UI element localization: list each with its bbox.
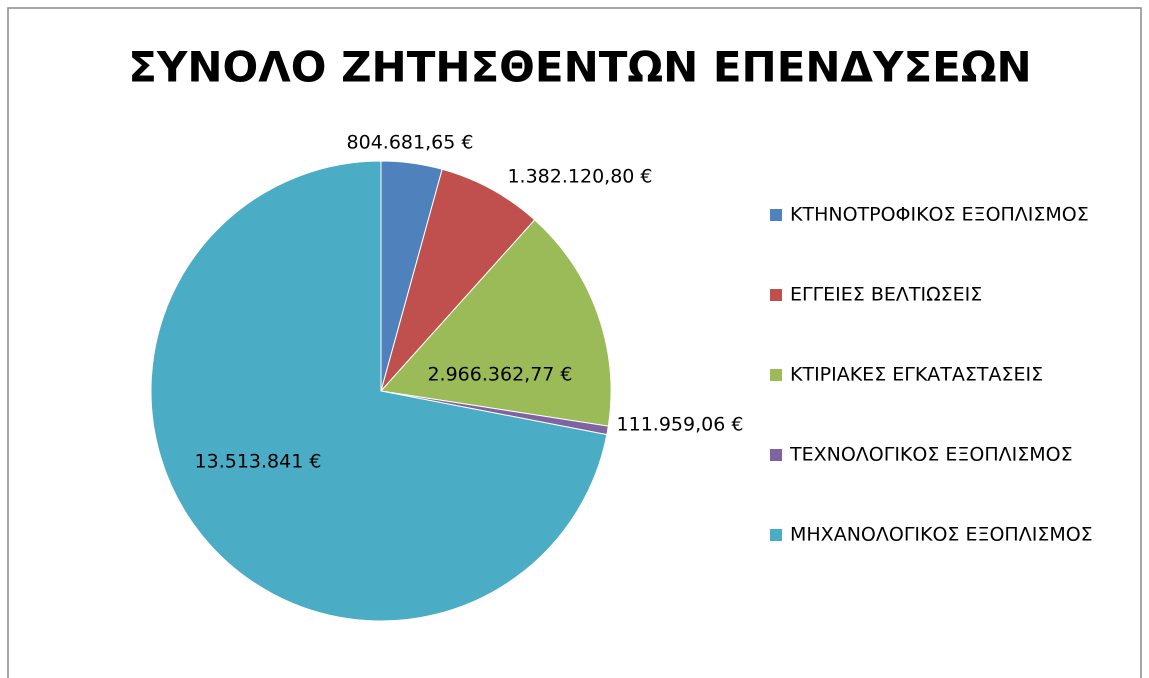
legend-label: ΤΕΧΝΟΛΟΓΙΚΟΣ ΕΞΟΠΛΙΣΜΟΣ (789, 444, 1073, 466)
legend-label: ΜΗΧΑΝΟΛΟΓΙΚΟΣ ΕΞΟΠΛΙΣΜΟΣ (790, 524, 1093, 546)
pie-slice (380, 219, 612, 427)
legend-swatch (770, 529, 782, 541)
legend-swatch (770, 369, 782, 381)
data-label: 804.681,65 € (347, 132, 474, 154)
legend-label: ΚΤΙΡΙΑΚΕΣ ΕΓΚΑΤΑΣΤΑΣΕΙΣ (790, 364, 1043, 386)
data-label: 2.966.362,77 € (427, 364, 572, 386)
data-label: 111.959,06 € (617, 414, 744, 436)
pie-slice (380, 168, 536, 392)
legend-label: ΚΤΗΝΟΤΡΟΦΙΚΟΣ ΕΞΟΠΛΙΣΜΟΣ (790, 204, 1089, 226)
data-label: 13.513.841 € (195, 451, 322, 473)
legend-swatch (770, 289, 782, 301)
legend-label: ΕΓΓΕΙΕΣ ΒΕΛΤΙΩΣΕΙΣ (790, 284, 982, 306)
data-label: 1.382.120,80 € (507, 166, 652, 188)
chart-title: ΣΥΝΟΛΟ ΖΗΤΗΣΘΕΝΤΩΝ ΕΠΕΝΔΥΣΕΩΝ (128, 43, 1031, 92)
legend-swatch (770, 209, 782, 221)
legend-swatch (770, 449, 782, 461)
pie-slice (150, 160, 608, 622)
